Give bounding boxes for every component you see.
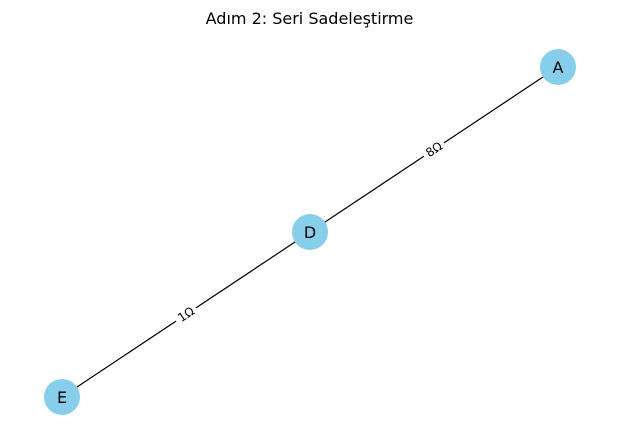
edge-label-background: [171, 301, 201, 328]
edge-label-group: 1Ω: [171, 301, 201, 328]
node-d: [292, 214, 328, 250]
nodes-layer: A D E: [44, 49, 576, 415]
edges-layer: 8Ω 1Ω: [61, 66, 559, 398]
edge-label-group: 8Ω: [419, 136, 449, 163]
node-a: [540, 49, 576, 85]
diagram-title: Adım 2: Seri Sadeleştirme: [206, 9, 414, 28]
node-label-d: D: [304, 223, 316, 242]
node-label-e: E: [57, 388, 67, 407]
node-e: [44, 379, 80, 415]
node-label-a: A: [553, 58, 564, 77]
edge-label-background: [419, 136, 449, 163]
